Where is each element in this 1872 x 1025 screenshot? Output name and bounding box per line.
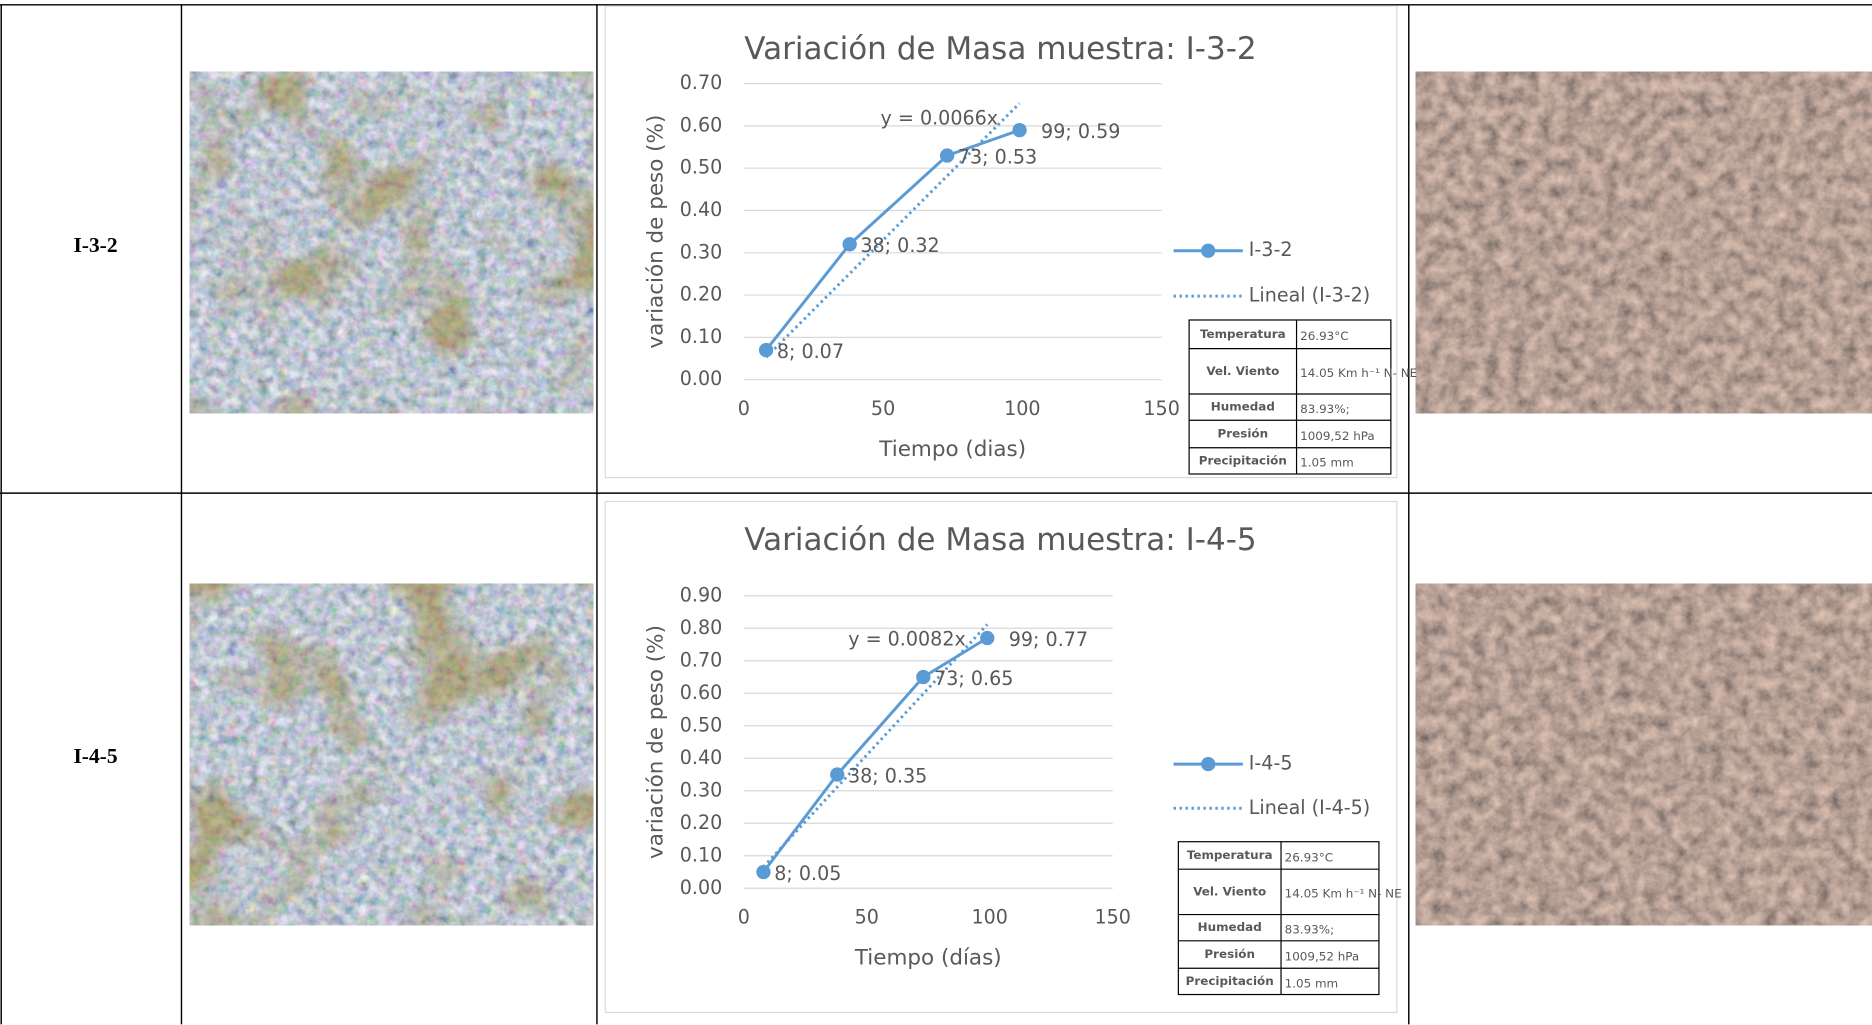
- y-tick-label: 0.60: [680, 681, 723, 704]
- y-tick-label: 0.10: [680, 843, 723, 866]
- data-label: 99; 0.77: [1009, 628, 1088, 651]
- legend-marker: [1201, 244, 1215, 258]
- condition-value: 1.05 mm: [1300, 456, 1354, 470]
- y-tick-label: 0.30: [680, 778, 723, 801]
- y-tick-label: 0.90: [680, 583, 723, 606]
- condition-name: Humedad: [1211, 400, 1275, 414]
- condition-value: 14.05 Km h⁻¹ N- NE: [1300, 366, 1417, 380]
- data-label: 38; 0.32: [860, 234, 939, 257]
- condition-name: Presión: [1204, 947, 1255, 961]
- condition-value: 1009,52 hPa: [1300, 429, 1375, 443]
- condition-value: 1009,52 hPa: [1285, 949, 1360, 963]
- y-tick-label: 0.40: [680, 746, 723, 769]
- y-tick-label: 0.20: [680, 811, 723, 834]
- condition-name: Precipitación: [1199, 453, 1287, 467]
- y-tick-label: 0.40: [680, 198, 723, 221]
- condition-value: 26.93°C: [1285, 850, 1333, 864]
- data-point: [1012, 123, 1026, 137]
- data-point: [940, 148, 954, 162]
- condition-name: Vel. Viento: [1193, 884, 1266, 898]
- x-tick-label: 0: [738, 906, 750, 929]
- x-tick-label: 0: [738, 397, 750, 420]
- page: I-3-2 I-4-5 Variación de Masa muestra: I…: [0, 0, 1872, 1025]
- chart-title: Variación de Masa muestra: I-4-5: [744, 522, 1256, 558]
- condition-value: 26.93°C: [1300, 329, 1348, 343]
- x-tick-label: 150: [1094, 906, 1130, 929]
- y-tick-label: 0.10: [680, 325, 723, 348]
- legend-marker: [1201, 757, 1215, 771]
- y-tick-label: 0.60: [680, 113, 723, 136]
- y-axis-label: variación de peso (%): [644, 625, 669, 859]
- trendline: [766, 103, 1019, 357]
- conditions-table: [1178, 842, 1379, 995]
- data-point: [759, 343, 773, 357]
- condition-name: Humedad: [1198, 920, 1262, 934]
- data-point: [756, 865, 770, 879]
- data-label: 8; 0.07: [777, 340, 844, 363]
- x-axis-label: Tiempo (días): [854, 946, 1002, 971]
- x-tick-label: 100: [1004, 397, 1040, 420]
- legend-label: Lineal (I-4-5): [1249, 796, 1370, 819]
- condition-value: 83.93%;: [1300, 402, 1349, 416]
- x-tick-label: 50: [855, 906, 879, 929]
- x-tick-label: 50: [871, 397, 895, 420]
- condition-name: Temperatura: [1187, 848, 1273, 862]
- legend-label: Lineal (I-3-2): [1249, 284, 1370, 307]
- sample-label: I-3-2: [73, 233, 117, 257]
- corrosion-photo: [1416, 584, 1872, 925]
- data-label: 99; 0.59: [1041, 120, 1120, 143]
- y-tick-label: 0.30: [680, 240, 723, 263]
- condition-value: 83.93%;: [1285, 923, 1334, 937]
- condition-value: 14.05 Km h⁻¹ N- NE: [1285, 887, 1402, 901]
- y-tick-label: 0.00: [680, 876, 723, 899]
- data-label: 73; 0.65: [934, 667, 1013, 690]
- y-axis-label: variación de peso (%): [644, 115, 669, 349]
- y-tick-label: 0.00: [680, 367, 723, 390]
- corrosion-photo: [1416, 72, 1872, 413]
- conditions-table: [1189, 320, 1391, 474]
- condition-value: 1.05 mm: [1285, 976, 1339, 990]
- sample-photo: [190, 72, 594, 413]
- y-tick-label: 0.70: [680, 71, 723, 94]
- y-tick-label: 0.50: [680, 156, 723, 179]
- condition-name: Vel. Viento: [1206, 364, 1279, 378]
- condition-name: Temperatura: [1200, 327, 1286, 341]
- chart-title: Variación de Masa muestra: I-3-2: [744, 31, 1256, 67]
- y-tick-label: 0.50: [680, 713, 723, 736]
- legend-label: I-3-2: [1249, 238, 1293, 261]
- data-point: [830, 767, 844, 781]
- y-tick-label: 0.70: [680, 648, 723, 671]
- sample-photo: [190, 584, 594, 925]
- data-label: 73; 0.53: [958, 145, 1037, 168]
- trendline-equation: y = 0.0082x: [848, 627, 966, 650]
- trendline-equation: y = 0.0066x: [881, 106, 999, 129]
- y-tick-label: 0.20: [680, 283, 723, 306]
- legend-label: I-4-5: [1249, 752, 1293, 775]
- data-label: 38; 0.35: [848, 764, 927, 787]
- sample-label: I-4-5: [73, 744, 117, 768]
- data-point: [916, 670, 930, 684]
- data-point: [980, 631, 994, 645]
- x-axis-label: Tiempo (dias): [878, 437, 1026, 462]
- data-label: 8; 0.05: [774, 862, 841, 885]
- condition-name: Presión: [1218, 427, 1269, 441]
- condition-name: Precipitación: [1186, 974, 1274, 988]
- data-point: [842, 237, 856, 251]
- x-tick-label: 150: [1143, 397, 1179, 420]
- y-tick-label: 0.80: [680, 616, 723, 639]
- x-tick-label: 100: [971, 906, 1007, 929]
